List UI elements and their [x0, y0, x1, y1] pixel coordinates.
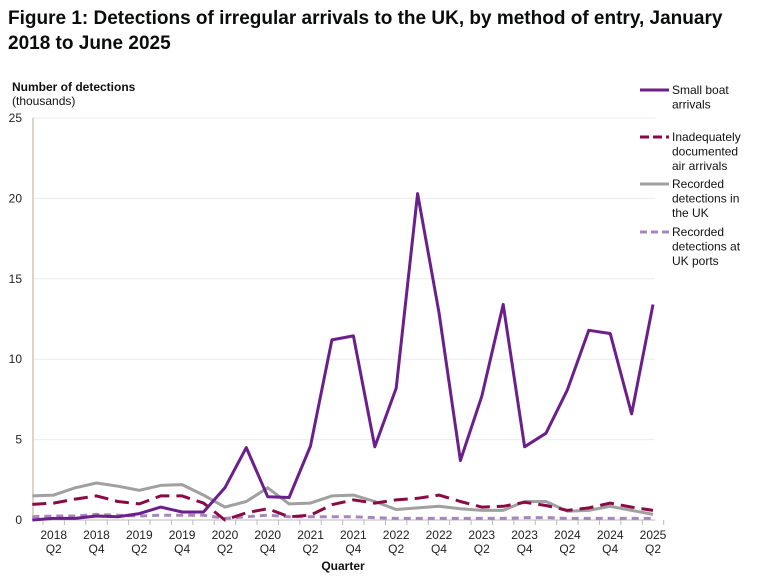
legend-label: the UK [672, 206, 709, 220]
x-tick-label-quarter: Q2 [131, 542, 147, 556]
x-tick-label-quarter: Q2 [474, 542, 490, 556]
x-tick-label-quarter: Q4 [517, 542, 533, 556]
x-tick-label-quarter: Q4 [89, 542, 105, 556]
x-tick-label-quarter: Q4 [260, 542, 276, 556]
y-tick-label: 15 [9, 272, 23, 286]
x-axis-label: Quarter [321, 559, 365, 573]
x-tick-label-year: 2020 [254, 528, 281, 542]
x-tick-label-year: 2019 [169, 528, 196, 542]
x-tick-label-year: 2024 [597, 528, 624, 542]
legend-label: detections at [672, 240, 741, 254]
x-tick-label-quarter: Q2 [559, 542, 575, 556]
x-tick-label-year: 2023 [468, 528, 495, 542]
x-tick-label-quarter: Q2 [645, 542, 661, 556]
chart-title: Figure 1: Detections of irregular arriva… [8, 8, 723, 54]
y-tick-label: 0 [15, 513, 22, 527]
y-tick-label: 25 [9, 111, 23, 125]
x-tick-label-quarter: Q4 [345, 542, 361, 556]
series-line-3 [32, 512, 653, 520]
x-tick-label-year: 2021 [297, 528, 324, 542]
y-tick-label: 5 [15, 433, 22, 447]
legend-label: UK ports [672, 254, 719, 268]
y-axis-label: Number of detections [12, 80, 136, 94]
x-tick-label-quarter: Q2 [217, 542, 233, 556]
x-tick-label-year: 2018 [83, 528, 110, 542]
x-tick-label-year: 2020 [212, 528, 239, 542]
x-tick-label-year: 2021 [340, 528, 367, 542]
y-axis-unit: (thousands) [12, 94, 75, 108]
x-tick-label-year: 2018 [40, 528, 67, 542]
series-line-1 [32, 493, 654, 522]
legend-label: Inadequately [672, 130, 741, 144]
series-line-2 [32, 481, 654, 516]
x-tick-label-quarter: Q2 [388, 542, 404, 556]
series-line-0 [32, 192, 655, 522]
x-tick-label-year: 2022 [426, 528, 453, 542]
x-tick-label-year: 2025 [640, 528, 667, 542]
y-tick-label: 20 [9, 191, 23, 205]
x-tick-label-year: 2023 [511, 528, 538, 542]
x-tick-label-year: 2019 [126, 528, 153, 542]
legend-label: detections in [672, 192, 739, 206]
x-tick-label-quarter: Q4 [602, 542, 618, 556]
x-tick-label-year: 2024 [554, 528, 581, 542]
legend-label: Recorded [672, 177, 724, 191]
legend-label: air arrivals [672, 159, 727, 173]
x-tick-label-quarter: Q4 [431, 542, 447, 556]
x-tick-label-quarter: Q4 [174, 542, 190, 556]
x-tick-label-quarter: Q2 [303, 542, 319, 556]
legend-label: arrivals [672, 98, 711, 112]
x-tick-label-year: 2022 [383, 528, 410, 542]
legend-label: Recorded [672, 225, 724, 239]
legend-label: documented [672, 145, 738, 159]
y-tick-label: 10 [9, 352, 23, 366]
legend-label: Small boat [672, 83, 729, 97]
x-tick-label-quarter: Q2 [46, 542, 62, 556]
